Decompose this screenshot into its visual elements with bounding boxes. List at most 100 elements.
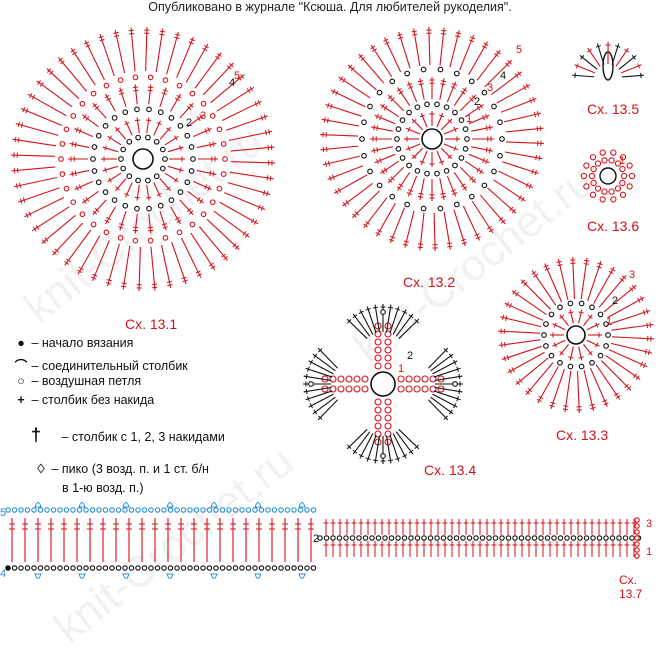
stitch-bar-mark xyxy=(557,264,562,265)
legend-chain: ○ – воздушная петля xyxy=(14,374,141,388)
row-number-5-c1: 5 xyxy=(234,70,240,82)
chain-stitch-mark xyxy=(381,310,386,315)
row-number-1-c7: 1 xyxy=(646,546,652,558)
chain-stitch-mark xyxy=(136,566,140,570)
row-number-4-c2: 4 xyxy=(500,70,506,82)
chain-stitch-mark xyxy=(71,200,76,205)
stitch-bar-mark xyxy=(105,167,106,172)
chain-stitch-mark xyxy=(492,104,497,109)
chain-stitch-mark xyxy=(181,566,185,570)
stitch-bar-mark xyxy=(480,170,483,174)
stitch-post-mark xyxy=(399,32,410,68)
chain-stitch-mark xyxy=(609,189,614,194)
chain-stitch-mark xyxy=(396,536,400,540)
chain-stitch-mark xyxy=(148,238,153,243)
chain-stitch-mark xyxy=(311,508,315,512)
chain-stitch-mark xyxy=(146,178,151,183)
chain-stitch-mark xyxy=(292,566,296,570)
chain-stitch-mark xyxy=(482,183,487,188)
chain-stitch-mark xyxy=(604,536,608,540)
stitch-bar-mark xyxy=(397,88,401,91)
chain-stitch-mark xyxy=(375,347,381,353)
stitch-bar-mark xyxy=(461,184,465,187)
row-number-1-c6: 1 xyxy=(619,155,625,167)
chain-stitch-mark xyxy=(513,536,517,540)
chain-stitch-mark xyxy=(311,566,315,570)
stitch-bar-mark xyxy=(418,244,423,245)
stitch-bar-mark xyxy=(459,374,460,379)
chain-stitch-mark xyxy=(414,386,420,392)
chain-stitch-mark xyxy=(435,536,439,540)
stitch-bar-mark xyxy=(148,90,153,91)
chain-stitch-mark xyxy=(463,127,468,132)
stitch-bar-mark xyxy=(584,264,589,265)
stitch-bar-mark xyxy=(486,147,487,152)
crochet-diagram-canvas xyxy=(0,0,660,589)
chain-stitch-mark xyxy=(71,566,75,570)
stitch-post-mark xyxy=(450,30,459,67)
chain-stitch-mark xyxy=(354,386,360,392)
chain-stitch-mark xyxy=(465,137,470,142)
chain-stitch-mark xyxy=(253,566,257,570)
stitch-bar-mark xyxy=(489,148,490,153)
stitch-post-mark xyxy=(328,166,363,180)
chain-stitch-mark xyxy=(405,71,410,76)
stitch-bar-mark xyxy=(114,35,119,36)
chain-stitch-mark xyxy=(415,536,419,540)
chain-stitch-mark xyxy=(104,83,109,88)
chain-stitch-mark xyxy=(454,536,458,540)
picot-mark xyxy=(123,574,129,579)
chain-stitch-mark xyxy=(526,536,530,540)
stitch-bar-mark xyxy=(83,199,86,203)
chain-stitch-mark xyxy=(415,169,420,174)
picot-mark xyxy=(255,503,261,508)
chain-stitch-mark xyxy=(64,186,69,191)
stitch-post-mark xyxy=(390,307,399,334)
stitch-bar-mark xyxy=(579,312,584,313)
chain-stitch-mark xyxy=(60,172,65,177)
stitch-bar-mark xyxy=(146,197,151,198)
chain-stitch-mark xyxy=(154,139,159,144)
chain-stitch-mark xyxy=(362,153,367,158)
row-number-2-c2: 2 xyxy=(474,96,480,108)
chain-stitch-mark xyxy=(620,192,625,197)
chain-stitch-mark xyxy=(12,566,16,570)
chain-stitch-mark xyxy=(549,353,554,358)
stitch-bar-mark xyxy=(373,307,378,308)
chain-stitch-mark xyxy=(220,566,224,570)
stitch-bar-mark xyxy=(306,389,307,394)
chain-stitch-mark xyxy=(375,363,381,369)
stitch-bar-mark xyxy=(180,167,181,172)
chain-stitch-mark xyxy=(568,364,573,369)
chain-stitch-mark xyxy=(400,156,405,161)
chain-stitch-mark xyxy=(121,166,126,171)
stitch-bar-mark xyxy=(75,171,76,176)
legend-tall-stitches: † – столбик с 1, 2, 3 накидами xyxy=(14,425,225,446)
chain-stitch-mark xyxy=(581,173,586,178)
chain-stitch-mark xyxy=(629,173,634,178)
stitch-bar-mark xyxy=(614,393,618,396)
stitch-post-mark xyxy=(160,127,170,139)
stitch-bar-mark xyxy=(133,227,138,228)
chain-stitch-mark xyxy=(363,536,367,540)
chain-stitch-mark xyxy=(32,566,36,570)
chain-stitch-mark xyxy=(385,423,391,429)
chain-stitch-mark xyxy=(104,230,109,235)
chain-stitch-mark xyxy=(383,536,387,540)
chain-stitch-mark xyxy=(635,554,639,558)
row-number-2-c4: 2 xyxy=(407,350,413,362)
chain-stitch-mark xyxy=(376,536,380,540)
chain-stitch-mark xyxy=(142,508,146,512)
chain-stitch-mark xyxy=(415,105,420,110)
chain-stitch-mark xyxy=(438,67,443,72)
chain-stitch-mark xyxy=(92,169,97,174)
stitch-bar-mark xyxy=(650,322,651,327)
chain-stitch-mark xyxy=(435,171,440,176)
chain-stitch-mark xyxy=(123,508,127,512)
chain-stitch-mark xyxy=(402,536,406,540)
chain-stitch-mark xyxy=(178,124,183,129)
stitch-bar-mark xyxy=(515,292,518,296)
chain-stitch-mark xyxy=(168,566,172,570)
chain-stitch-mark xyxy=(422,376,428,382)
stitch-bar-mark xyxy=(306,374,307,379)
